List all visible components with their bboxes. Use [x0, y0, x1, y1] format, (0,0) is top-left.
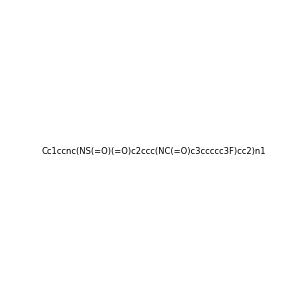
Text: Cc1ccnc(NS(=O)(=O)c2ccc(NC(=O)c3ccccc3F)cc2)n1: Cc1ccnc(NS(=O)(=O)c2ccc(NC(=O)c3ccccc3F)…	[41, 147, 266, 156]
